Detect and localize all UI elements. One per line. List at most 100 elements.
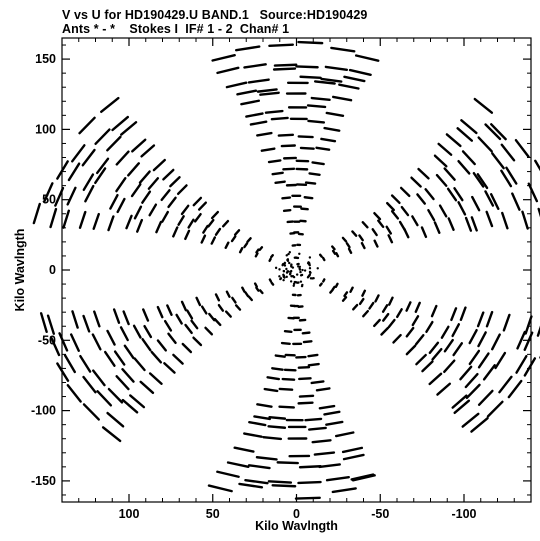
uv-track [388,296,394,306]
uv-point [298,252,301,255]
uv-track [465,383,481,400]
uv-track [94,167,107,185]
uv-track [82,173,95,192]
x-tick-label: 0 [293,507,300,521]
uv-track [460,119,478,135]
uv-track [244,479,269,485]
uv-track [281,262,285,267]
uv-track [331,487,357,494]
uv-track [192,196,203,207]
uv-track [351,474,376,482]
uv-track [204,326,214,336]
uv-track [313,451,336,456]
uv-track [485,310,494,328]
uv-track [112,308,121,324]
uv-track [343,75,366,83]
chart-title: V vs U for HD190429.U BAND.1 Source:HD19… [62,8,368,22]
uv-track [395,308,403,319]
uv-point [308,270,312,274]
uv-track [271,367,284,371]
uv-track [476,173,489,190]
uv-track [175,313,183,325]
uv-track [200,234,207,244]
uv-track [295,65,319,69]
uv-track [491,152,505,170]
uv-track [106,329,116,346]
uv-track [362,309,370,318]
uv-track [93,310,101,328]
uv-track [280,341,291,346]
uv-track [428,341,440,355]
uv-track [523,331,534,351]
uv-track [82,403,100,421]
uv-point [285,271,289,274]
uv-track [106,135,122,152]
y-tick-label: 100 [35,122,56,136]
uv-track [262,435,283,441]
uv-track [169,176,181,188]
uv-track [438,204,448,218]
uv-track [349,286,354,293]
uv-track [180,300,188,312]
uv-track [143,324,153,339]
uv-track [180,204,190,216]
uv-track [382,312,390,322]
uv-track [511,192,521,211]
uv-track [472,171,485,188]
uv-track [49,336,61,357]
uv-track [184,229,191,241]
uv-track [301,331,311,335]
uv-track [92,212,100,230]
uv-track [217,303,225,312]
uv-track [148,372,163,385]
uv-track [341,236,348,243]
uv-point [299,280,303,283]
uv-track [307,119,326,124]
uv-track [343,291,349,298]
uv-track [297,401,314,405]
uv-track [304,417,323,422]
uv-track [342,453,365,461]
uv-track [141,190,152,204]
uv-track [115,177,127,193]
uv-track [352,303,359,311]
uv-track [302,340,313,344]
uv-track [172,353,184,365]
uv-track [263,387,279,393]
uv-track [484,123,502,141]
uv-track [453,187,464,202]
uv-track [132,324,142,339]
uv-track [268,278,273,283]
uv-track [443,359,456,374]
uv-track [405,344,417,356]
uv-track [167,196,177,209]
uv-track [130,183,142,198]
uv-track [464,372,479,389]
y-tick-label: 0 [49,263,56,277]
uv-track [214,293,221,302]
uv-track [297,40,324,45]
uv-track [361,289,367,297]
uv-point [289,269,293,273]
uv-track [300,207,309,211]
uv-track [200,305,208,315]
uv-track [534,159,540,172]
uv-track [318,463,341,469]
uv-point [316,267,319,270]
uv-track [416,193,427,205]
uv-track [358,234,364,242]
uv-track [256,131,273,137]
uv-track [310,380,325,385]
uv-track [58,332,69,352]
uv-track [325,476,350,482]
uv-track [207,484,233,493]
uv-track [516,330,527,350]
uv-track [297,480,322,485]
x-axis-label: Kilo Wavlngth [255,519,338,533]
uv-track [315,387,331,392]
uv-point [299,270,302,274]
uv-track [490,123,507,141]
uv-track [461,150,476,166]
uv-track [253,282,258,288]
uv-track [360,241,366,250]
